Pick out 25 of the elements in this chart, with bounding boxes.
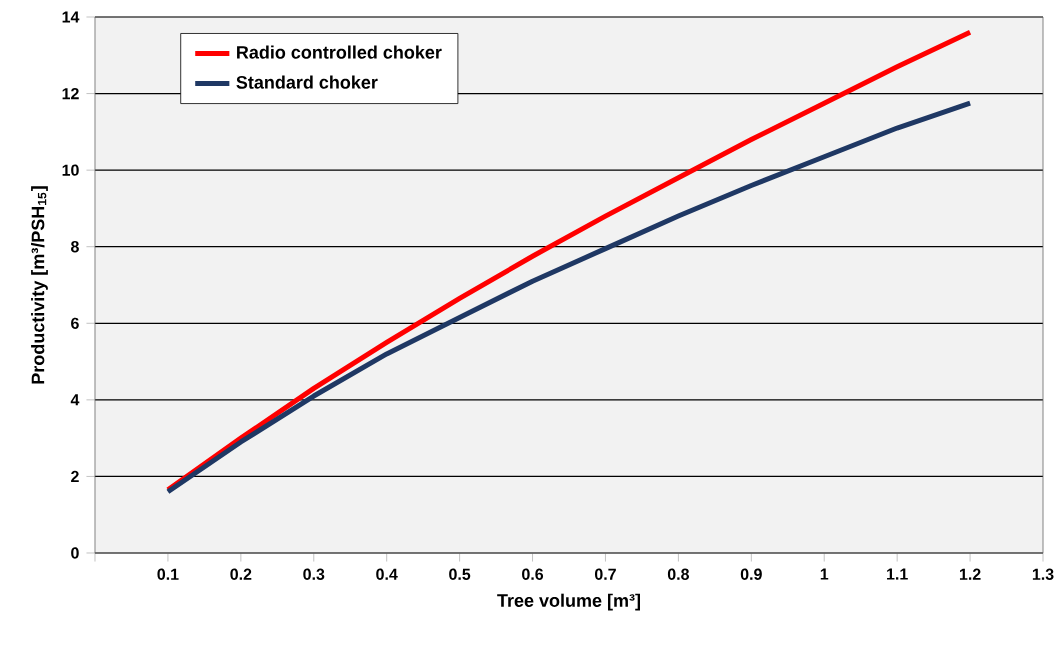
- x-tick-label: 0.3: [303, 568, 325, 580]
- x-tick-label: 1: [820, 568, 829, 580]
- x-tick-label: 0.1: [157, 568, 179, 580]
- y-tick-label: 4: [70, 394, 80, 406]
- x-axis-title: Tree volume [m³]: [497, 593, 640, 611]
- y-tick-label: 14: [62, 11, 80, 23]
- x-tick-label: 1.2: [959, 568, 981, 580]
- x-tick-label: 1.1: [887, 568, 908, 580]
- x-tick-label: 1.3: [1032, 568, 1054, 580]
- x-tick-label: 0.7: [594, 568, 616, 580]
- x-tick-label: 0.8: [667, 568, 690, 580]
- y-tick-label: 8: [71, 241, 79, 253]
- x-tick-label: 0.2: [230, 568, 252, 580]
- x-tick-label: 0.4: [376, 568, 398, 580]
- y-tick-label: 2: [71, 470, 79, 483]
- legend-label: Radio controlled choker: [237, 45, 442, 59]
- legend-label: Standard choker: [236, 75, 378, 89]
- y-tick-label: 6: [71, 317, 79, 329]
- x-tick-label: 0.9: [740, 568, 762, 580]
- y-tick-label: 10: [62, 164, 79, 176]
- y-tick-label: 0: [71, 547, 79, 559]
- y-tick-label: 12: [62, 87, 79, 100]
- x-tick-label: 0.6: [522, 568, 544, 580]
- y-axis-title: Productivity [m³/PSH$_{15}$]: [31, 186, 48, 384]
- x-tick-label: 0.5: [449, 568, 471, 580]
